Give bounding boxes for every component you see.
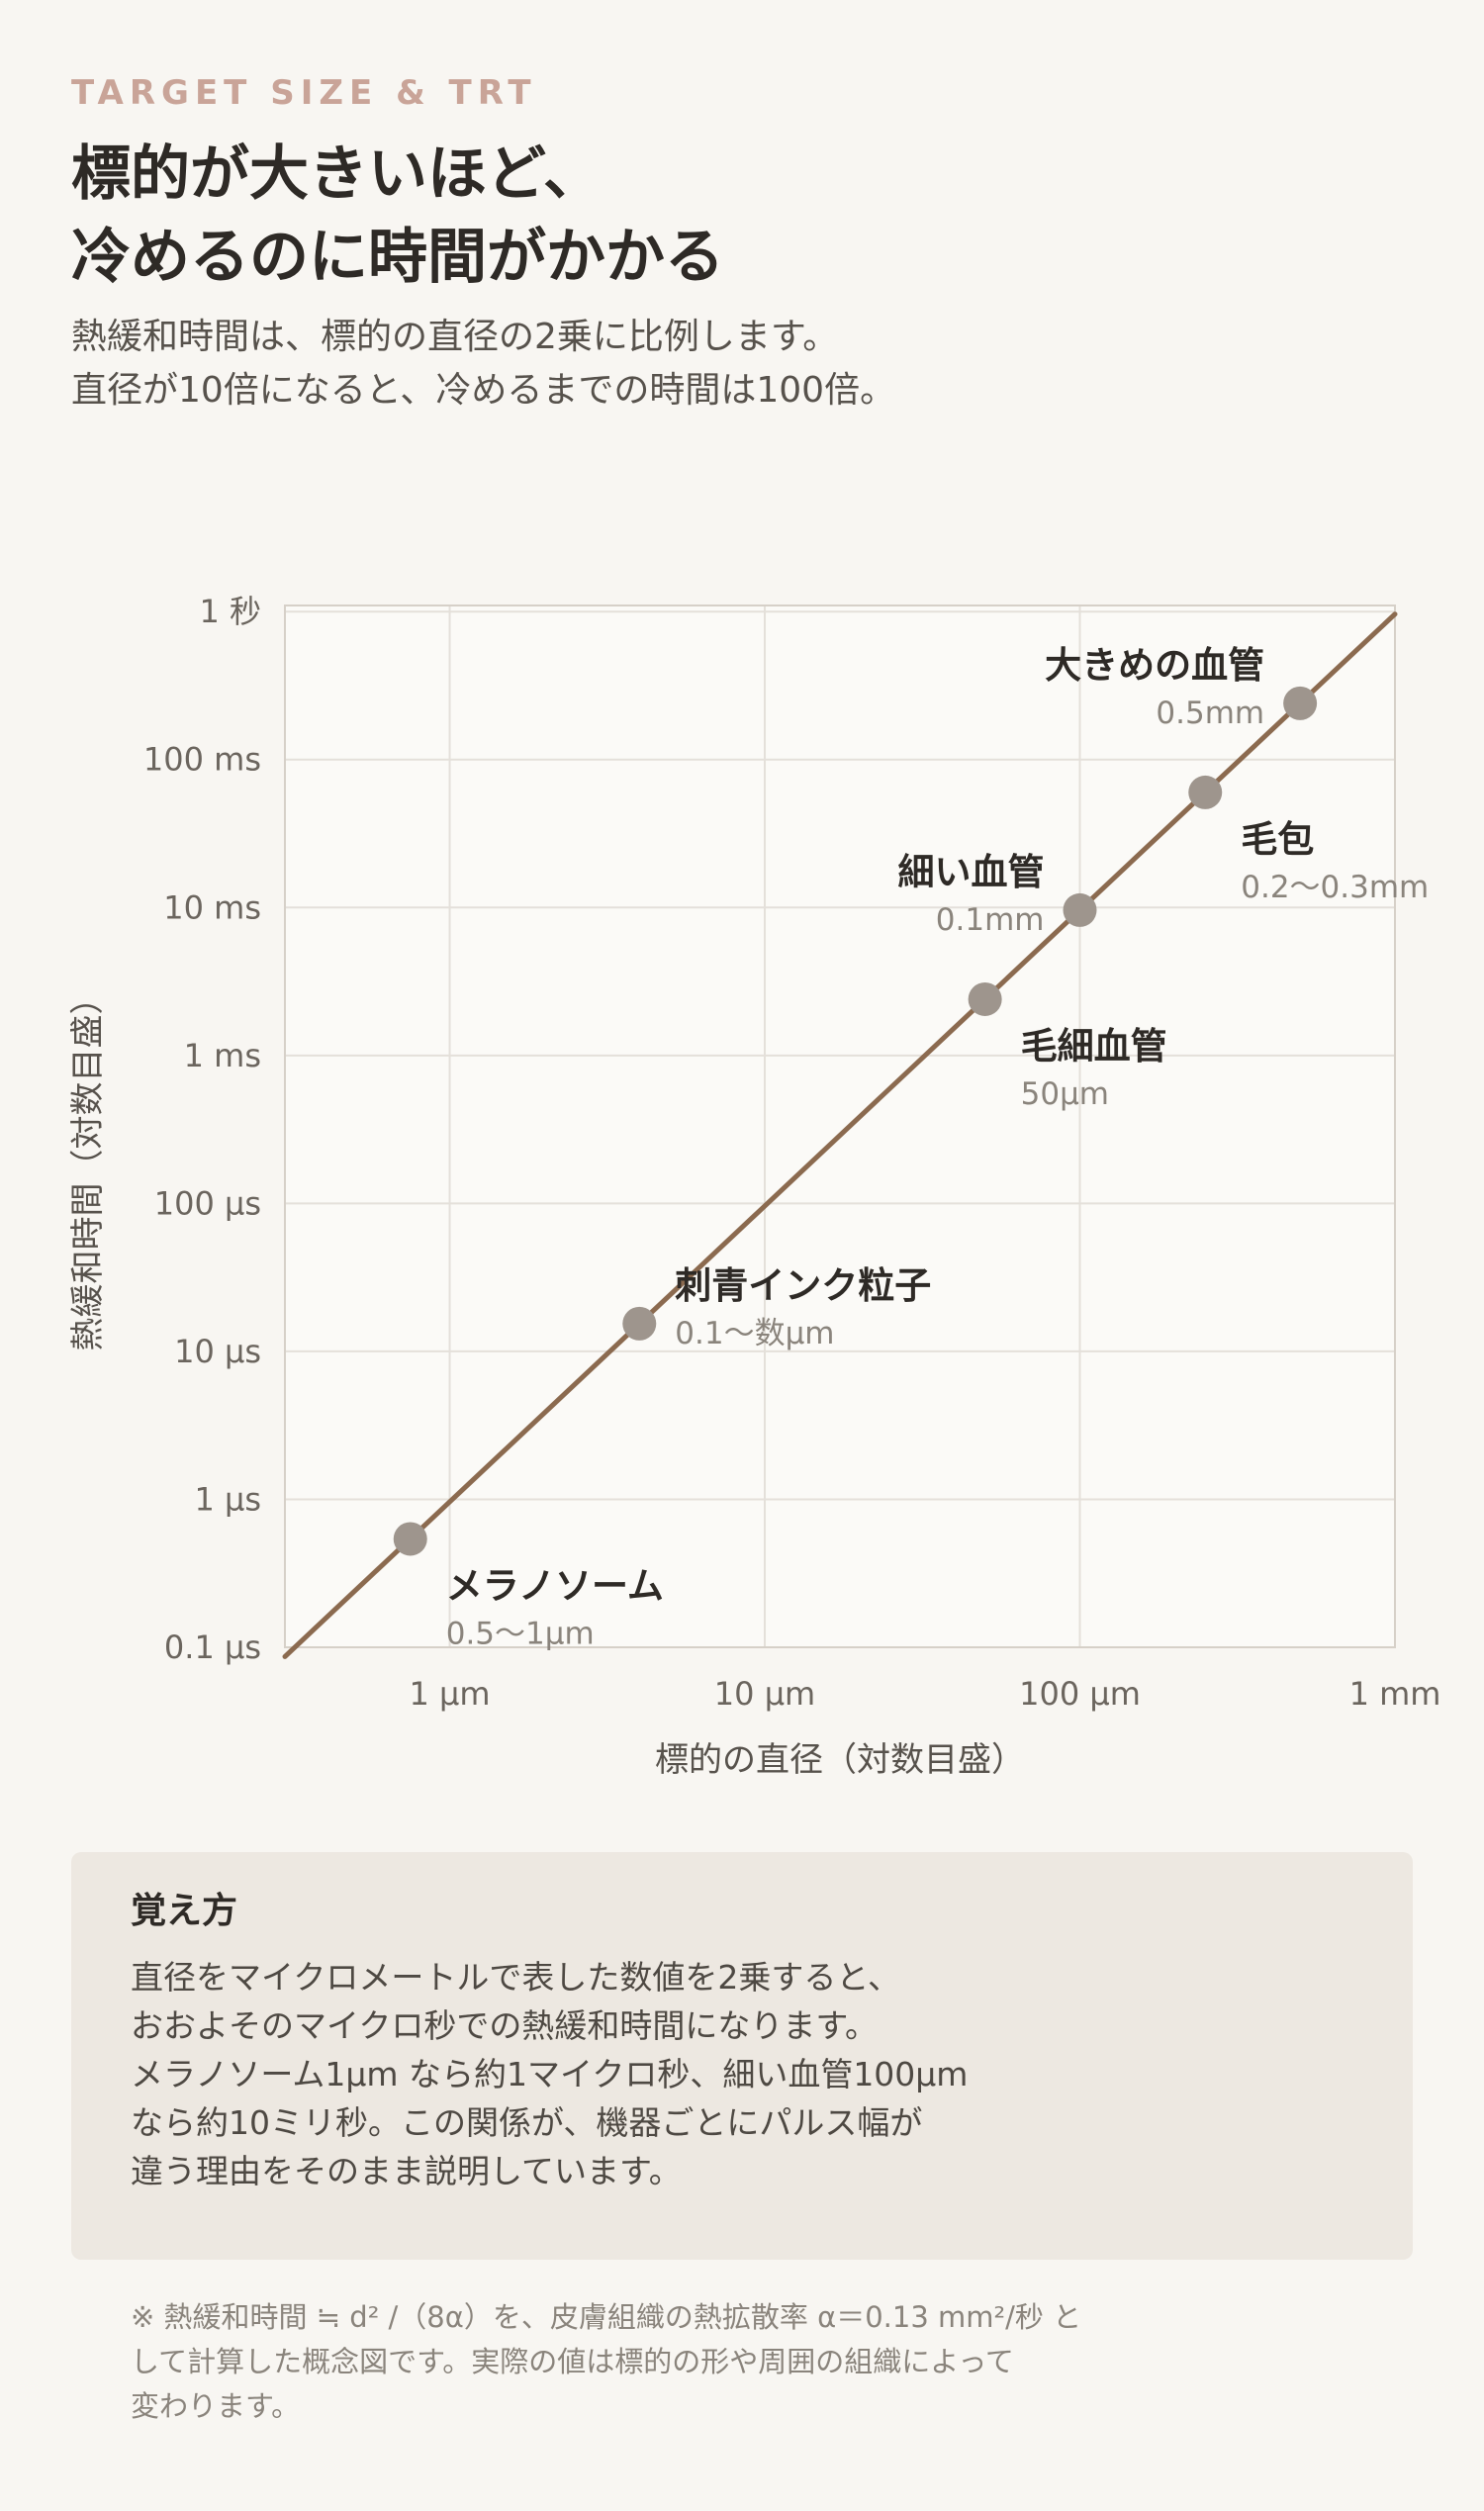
data-point — [1188, 775, 1223, 809]
eyebrow-label: TARGET SIZE & TRT — [71, 73, 537, 113]
plot-frame — [284, 604, 1396, 1648]
footnote-line: して計算した概念図です。実際の値は標的の形や周囲の組織によって — [131, 2345, 1014, 2378]
y-tick-label: 0.1 µs — [164, 1628, 261, 1666]
chart-container: 1 µm 10 µm 100 µm 1 mm 1 秒 100 ms 10 ms 1 ms 100… — [0, 554, 1484, 1801]
y-tick-label: 1 µs — [194, 1480, 261, 1518]
data-point — [393, 1522, 427, 1556]
data-point-size-label: 0.1〜数µm — [675, 1316, 834, 1351]
y-tick-label: 100 µs — [154, 1184, 261, 1222]
memo-box: 覚え方 直径をマイクロメートルで表した数値を2乗すると、 おおよそのマイクロ秒で… — [71, 1852, 1413, 2260]
data-point — [1063, 892, 1097, 927]
x-axis-title: 標的の直径（対数目盛） — [655, 1740, 1025, 1780]
memo-body: 直径をマイクロメートルで表した数値を2乗すると、 おおよそのマイクロ秒での熱緩和… — [131, 1953, 1353, 2195]
y-tick-label: 1 秒 — [199, 593, 261, 630]
y-tick-label: 10 ms — [163, 888, 261, 926]
data-point-size-label: 0.5〜1µm — [446, 1616, 595, 1651]
page-subtitle: 熱緩和時間は、標的の直径の2乗に比例します。 直径が10倍になると、冷めるまでの… — [71, 311, 895, 418]
data-point-name: 刺青インク粒子 — [675, 1264, 931, 1307]
footnote: ※ 熱緩和時間 ≒ d² /（8α）を、皮膚組織の熱拡散率 α＝0.13 mm²… — [131, 2295, 1081, 2429]
page-subtitle-line-2: 直径が10倍になると、冷めるまでの時間は100倍。 — [71, 370, 896, 411]
y-tick-label: 100 ms — [143, 741, 261, 779]
data-point-size-label: 0.5mm — [1156, 696, 1264, 731]
x-tick-label: 1 mm — [1349, 1675, 1441, 1713]
memo-line: メラノソーム1µm なら約1マイクロ秒、細い血管100µm — [131, 2055, 969, 2093]
data-point — [1283, 686, 1318, 720]
data-point — [622, 1306, 657, 1341]
footnote-line: ※ 熱緩和時間 ≒ d² /（8α）を、皮膚組織の熱拡散率 α＝0.13 mm²… — [131, 2300, 1082, 2334]
point-layer — [393, 686, 1318, 1556]
plot-background — [285, 605, 1395, 1647]
data-point-name: メラノソーム — [446, 1564, 664, 1607]
memo-title: 覚え方 — [131, 1891, 238, 1931]
y-tick-label: 10 µs — [174, 1333, 261, 1370]
memo-line: おおよそのマイクロ秒での熱緩和時間になります。 — [131, 2006, 879, 2045]
page-title-line-2: 冷めるのに時間がかかる — [71, 223, 724, 292]
data-point-name: 毛包 — [1241, 818, 1314, 861]
memo-line: 直径をマイクロメートルで表した数値を2乗すると、 — [131, 1958, 901, 1997]
x-tick-label: 100 µm — [1019, 1675, 1141, 1713]
data-point-size-label: 0.1mm — [936, 902, 1045, 938]
y-tick-label: 1 ms — [184, 1037, 261, 1074]
page-title: 標的が大きいほど、 冷めるのに時間がかかる — [71, 133, 724, 299]
grid-layer — [285, 605, 1395, 1648]
footnote-line: 変わります。 — [131, 2389, 301, 2423]
page-subtitle-line-1: 熱緩和時間は、標的の直径の2乗に比例します。 — [71, 317, 839, 357]
data-point-name: 大きめの血管 — [1045, 644, 1264, 687]
page-title-line-1: 標的が大きいほど、 — [71, 140, 603, 209]
label-layer: メラノソーム 0.5〜1µm 刺青インク粒子 0.1〜数µm 毛細血管 50µm 細い血管 0… — [446, 644, 1430, 1652]
memo-line: 違う理由をそのまま説明しています。 — [131, 2152, 682, 2190]
data-point-size-label: 0.2〜0.3mm — [1241, 870, 1429, 905]
x-tick-label: 1 µm — [410, 1675, 491, 1713]
trt-chart: 1 µm 10 µm 100 µm 1 mm 1 秒 100 ms 10 ms 1 ms 100… — [68, 593, 1441, 1780]
tick-layer: 1 µm 10 µm 100 µm 1 mm 1 秒 100 ms 10 ms 1 ms 100… — [143, 593, 1441, 1713]
memo-line: なら約10ミリ秒。この関係が、機器ごとにパルス幅が — [131, 2103, 923, 2142]
data-point-size-label: 50µm — [1021, 1076, 1109, 1112]
y-axis-title: 熱緩和時間（対数目盛） — [68, 981, 108, 1351]
data-point — [968, 981, 1002, 1016]
data-point-name: 毛細血管 — [1021, 1025, 1167, 1068]
data-point-name: 細い血管 — [898, 851, 1045, 893]
x-tick-label: 10 µm — [714, 1675, 815, 1713]
